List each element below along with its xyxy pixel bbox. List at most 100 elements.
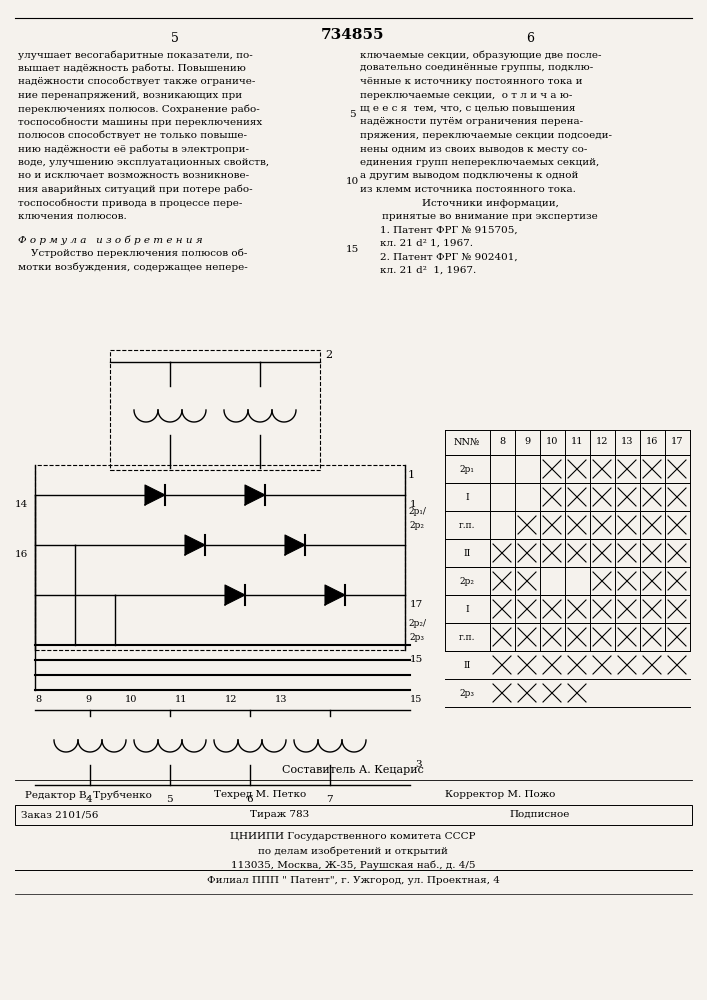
Text: из клемм источника постоянного тока.: из клемм источника постоянного тока. [360,185,576,194]
Text: I: I [465,492,469,502]
Text: 2p₁: 2p₁ [460,464,474,474]
Text: 1. Патент ФРГ № 915705,: 1. Патент ФРГ № 915705, [380,226,518,234]
Polygon shape [145,485,165,505]
Text: полюсов способствует не только повыше-: полюсов способствует не только повыше- [18,131,247,140]
Text: 17: 17 [671,438,683,446]
Text: Техред М. Петко: Техред М. Петко [214,790,306,799]
Text: Источники информации,: Источники информации, [421,198,559,208]
Text: довательно соединённые группы, подклю-: довательно соединённые группы, подклю- [360,64,593,73]
Text: 734855: 734855 [321,28,385,42]
Text: 2p₃: 2p₃ [409,633,424,642]
Text: 3: 3 [415,760,421,769]
Text: 6: 6 [526,32,534,45]
Text: Корректор М. Пожо: Корректор М. Пожо [445,790,555,799]
Text: Редактор В. Трубченко: Редактор В. Трубченко [25,790,152,800]
Text: 7: 7 [326,795,332,804]
Text: 113035, Москва, Ж-35, Раушская наб., д. 4/5: 113035, Москва, Ж-35, Раушская наб., д. … [230,860,475,869]
Text: нены одним из своих выводов к месту со-: нены одним из своих выводов к месту со- [360,144,588,153]
Text: по делам изобретений и открытий: по делам изобретений и открытий [258,846,448,856]
Text: 12: 12 [225,695,238,704]
Text: 9: 9 [85,695,91,704]
Polygon shape [225,585,245,605]
Text: 2p₂/: 2p₂/ [408,618,426,628]
Text: кл. 21 d² 1, 1967.: кл. 21 d² 1, 1967. [380,239,473,248]
Polygon shape [325,585,345,605]
Text: 1: 1 [410,500,416,509]
Text: чённые к источнику постоянного тока и: чённые к источнику постоянного тока и [360,77,583,86]
Text: надёжности способствует также ограниче-: надёжности способствует также ограниче- [18,77,255,87]
Text: нию надёжности её работы в электропри-: нию надёжности её работы в электропри- [18,144,249,154]
Text: II: II [463,660,471,670]
Polygon shape [285,535,305,555]
Text: 8: 8 [35,695,41,704]
Text: щ е е с я  тем, что, с целью повышения: щ е е с я тем, что, с целью повышения [360,104,575,113]
Text: Тираж 783: Тираж 783 [250,810,310,819]
Text: Заказ 2101/56: Заказ 2101/56 [21,810,99,819]
Text: 6: 6 [246,795,252,804]
Polygon shape [185,535,205,555]
Text: пряжения, переключаемые секции подсоеди-: пряжения, переключаемые секции подсоеди- [360,131,612,140]
Text: ния аварийных ситуаций при потере рабо-: ния аварийных ситуаций при потере рабо- [18,185,252,194]
Text: 1: 1 [408,470,415,480]
Text: ключаемые секции, образующие две после-: ключаемые секции, образующие две после- [360,50,602,60]
Bar [15,805,692,825]
Text: Ф о р м у л а   и з о б р е т е н и я: Ф о р м у л а и з о б р е т е н и я [18,235,203,245]
Text: кл. 21 d²  1, 1967.: кл. 21 d² 1, 1967. [380,266,477,275]
Text: мотки возбуждения, содержащее непере-: мотки возбуждения, содержащее непере- [18,262,247,272]
Text: единения групп непереключаемых секций,: единения групп непереключаемых секций, [360,158,600,167]
Text: 14: 14 [15,500,28,509]
Text: тоспособности привода в процессе пере-: тоспособности привода в процессе пере- [18,198,243,208]
Text: 8: 8 [499,438,505,446]
Text: но и исключает возможность возникнове-: но и исключает возможность возникнове- [18,172,249,180]
Text: тоспособности машины при переключениях: тоспособности машины при переключениях [18,117,262,127]
Text: 10: 10 [346,178,358,186]
Text: надёжности путём ограничения перена-: надёжности путём ограничения перена- [360,117,583,126]
Text: 16: 16 [645,438,658,446]
Text: Филиал ППП " Патент", г. Ужгород, ул. Проектная, 4: Филиал ППП " Патент", г. Ужгород, ул. Пр… [206,876,499,885]
Text: переключаемые секции,  о т л и ч а ю-: переключаемые секции, о т л и ч а ю- [360,91,573,100]
Text: ние перенапряжений, возникающих при: ние перенапряжений, возникающих при [18,91,242,100]
Text: 15: 15 [346,245,358,254]
Text: а другим выводом подключены к одной: а другим выводом подключены к одной [360,172,578,180]
Text: 10: 10 [546,438,559,446]
Text: Составитель А. Кецарис: Составитель А. Кецарис [282,765,424,775]
Text: ключения полюсов.: ключения полюсов. [18,212,127,221]
Text: 2p₁/: 2p₁/ [408,506,426,516]
Text: 10: 10 [125,695,137,704]
Text: ЦНИИПИ Государственного комитета СССР: ЦНИИПИ Государственного комитета СССР [230,832,476,841]
Text: 15: 15 [410,655,423,664]
Text: переключениях полюсов. Сохранение рабо-: переключениях полюсов. Сохранение рабо- [18,104,259,113]
Text: 5: 5 [349,110,356,119]
Text: принятые во внимание при экспертизе: принятые во внимание при экспертизе [382,212,598,221]
Text: 11: 11 [175,695,187,704]
Text: 11: 11 [571,438,583,446]
Text: I: I [465,604,469,613]
Text: вышает надёжность работы. Повышению: вышает надёжность работы. Повышению [18,64,246,73]
Text: 2p₃: 2p₃ [460,688,474,698]
Text: 4: 4 [86,795,93,804]
Bar [110,350,320,470]
Text: NN№: NN№ [454,438,480,446]
Text: 5: 5 [171,32,179,45]
Text: улучшает весогабаритные показатели, по-: улучшает весогабаритные показатели, по- [18,50,252,60]
Text: II: II [463,548,471,558]
Bar [35,465,405,650]
Text: г.п.: г.п. [459,520,475,530]
Text: 5: 5 [166,795,173,804]
Text: 16: 16 [15,550,28,559]
Text: 9: 9 [524,438,530,446]
Text: воде, улучшению эксплуатационных свойств,: воде, улучшению эксплуатационных свойств… [18,158,269,167]
Text: г.п.: г.п. [459,633,475,642]
Text: 2: 2 [325,350,332,360]
Text: 2. Патент ФРГ № 902401,: 2. Патент ФРГ № 902401, [380,252,518,261]
Text: Устройство переключения полюсов об-: Устройство переключения полюсов об- [18,249,247,258]
Text: 2p₂: 2p₂ [460,576,474,585]
Text: 12: 12 [596,438,608,446]
Text: 17: 17 [410,600,423,609]
Text: 2p₂: 2p₂ [409,520,424,530]
Polygon shape [245,485,265,505]
Text: 13: 13 [275,695,288,704]
Text: 13: 13 [621,438,633,446]
Text: 15: 15 [410,695,422,704]
Text: Подписное: Подписное [510,810,570,819]
